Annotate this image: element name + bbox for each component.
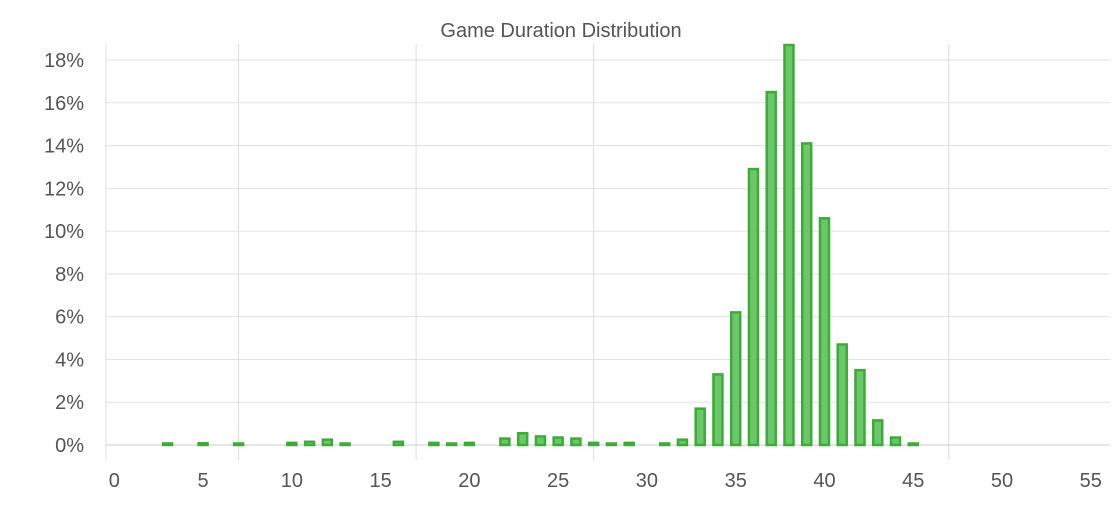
y-axis-ticks: 0% 2% 4% 6% 8% 10% 12% 14% 16% 18% bbox=[44, 50, 84, 457]
bar bbox=[783, 43, 795, 447]
bar bbox=[286, 441, 298, 447]
y-tick-label: 10% bbox=[44, 221, 84, 243]
y-tick-label: 12% bbox=[44, 178, 84, 200]
y-tick-label: 18% bbox=[44, 50, 84, 72]
bar bbox=[889, 436, 902, 447]
bar bbox=[854, 368, 866, 447]
x-tick-label: 15 bbox=[369, 470, 391, 492]
chart-title: Game Duration Distribution bbox=[440, 20, 681, 42]
x-tick-label: 0 bbox=[109, 470, 120, 492]
x-tick-label: 35 bbox=[725, 470, 747, 492]
y-tick-label: 2% bbox=[55, 392, 84, 414]
y-tick-label: 16% bbox=[44, 93, 84, 115]
x-tick-label: 45 bbox=[902, 470, 924, 492]
bar bbox=[729, 311, 742, 447]
bar bbox=[321, 438, 334, 447]
bar bbox=[499, 437, 511, 447]
bar bbox=[712, 373, 724, 447]
x-axis-ticks: 0 5 10 15 20 25 30 35 40 45 50 55 bbox=[109, 470, 1102, 492]
x-tick-label: 55 bbox=[1080, 470, 1102, 492]
bar bbox=[694, 407, 706, 447]
bar bbox=[534, 435, 547, 447]
x-tick-label: 10 bbox=[281, 470, 303, 492]
y-tick-label: 8% bbox=[55, 264, 84, 286]
x-tick-label: 20 bbox=[458, 470, 480, 492]
bar bbox=[658, 442, 671, 447]
bar bbox=[623, 441, 635, 447]
bar bbox=[552, 436, 564, 447]
bar bbox=[339, 442, 351, 447]
y-tick-label: 4% bbox=[55, 349, 84, 371]
bar bbox=[516, 431, 529, 447]
bar bbox=[907, 442, 919, 447]
bars bbox=[161, 43, 919, 447]
x-tick-label: 50 bbox=[991, 470, 1013, 492]
bar bbox=[303, 440, 316, 447]
x-tick-label: 5 bbox=[198, 470, 209, 492]
bar bbox=[161, 442, 174, 447]
x-tick-label: 25 bbox=[547, 470, 569, 492]
bar bbox=[676, 438, 689, 447]
bar bbox=[747, 167, 760, 447]
x-tick-label: 30 bbox=[636, 470, 658, 492]
bar bbox=[232, 442, 245, 447]
bar bbox=[605, 442, 618, 447]
grid bbox=[105, 44, 1110, 460]
x-tick-label: 40 bbox=[813, 470, 835, 492]
bar bbox=[445, 442, 458, 447]
bar bbox=[428, 441, 440, 447]
bar bbox=[197, 442, 209, 447]
bar bbox=[587, 441, 600, 447]
bar bbox=[836, 343, 848, 447]
bar bbox=[765, 90, 777, 447]
bar bbox=[463, 441, 476, 447]
bar bbox=[871, 419, 884, 447]
y-tick-label: 6% bbox=[55, 307, 84, 329]
y-tick-label: 14% bbox=[44, 136, 84, 158]
bar bbox=[392, 440, 405, 447]
bar bbox=[818, 217, 831, 447]
y-tick-label: 0% bbox=[55, 435, 84, 457]
bar bbox=[570, 437, 582, 447]
bar bbox=[800, 142, 813, 447]
